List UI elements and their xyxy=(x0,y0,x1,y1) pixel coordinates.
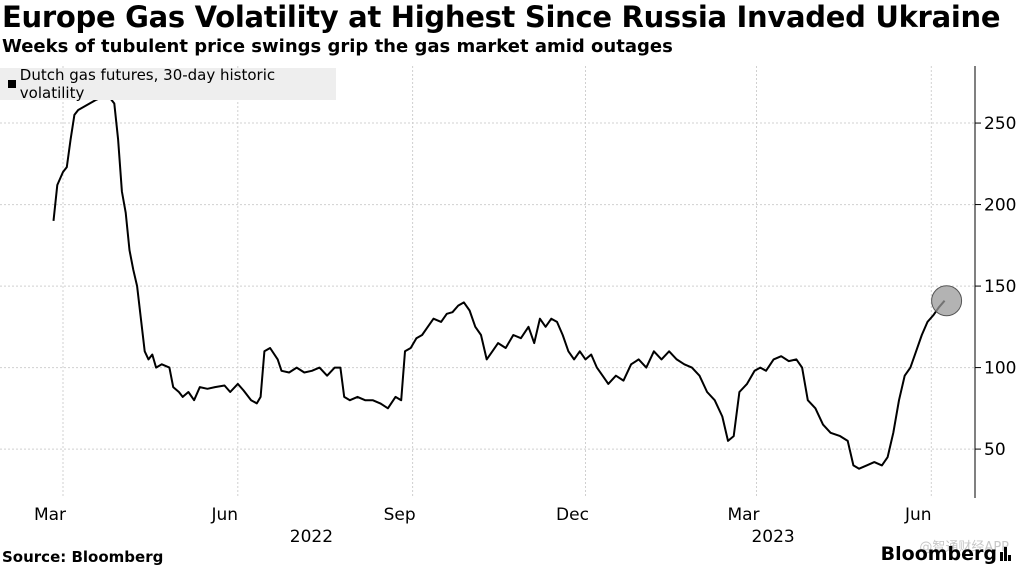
x-tick-label: Mar xyxy=(727,505,759,525)
legend: Dutch gas futures, 30-day historic volat… xyxy=(0,66,336,102)
y-tick-label: 50 xyxy=(984,440,1006,460)
brand-logo: Bloomberg xyxy=(881,543,1011,565)
last-point-marker xyxy=(931,285,963,317)
bar-chart-icon xyxy=(1000,547,1011,561)
source-note: Source: Bloomberg xyxy=(2,548,164,566)
x-tick-label: Mar xyxy=(34,505,66,525)
y-tick-label: 250 xyxy=(984,114,1016,134)
legend-swatch xyxy=(8,80,16,88)
x-year-label: 2023 xyxy=(751,527,794,547)
chart-title: Europe Gas Volatility at Highest Since R… xyxy=(2,0,1001,34)
x-tick-label: Sep xyxy=(384,505,416,525)
x-tick-label: Dec xyxy=(556,505,589,525)
y-tick-label: 200 xyxy=(984,196,1016,216)
chart-subtitle: Weeks of tubulent price swings grip the … xyxy=(2,36,673,57)
legend-label: Dutch gas futures, 30-day historic volat… xyxy=(19,66,276,102)
y-tick-label: 150 xyxy=(984,277,1016,297)
x-tick-label: Jun xyxy=(904,505,932,525)
brand-name: Bloomberg xyxy=(880,543,997,565)
x-tick-label: Jun xyxy=(211,505,239,525)
series-line xyxy=(52,96,946,470)
y-tick-label: 100 xyxy=(984,359,1016,379)
x-year-label: 2022 xyxy=(290,527,333,547)
watermark: @智通财经APP xyxy=(919,540,1009,555)
